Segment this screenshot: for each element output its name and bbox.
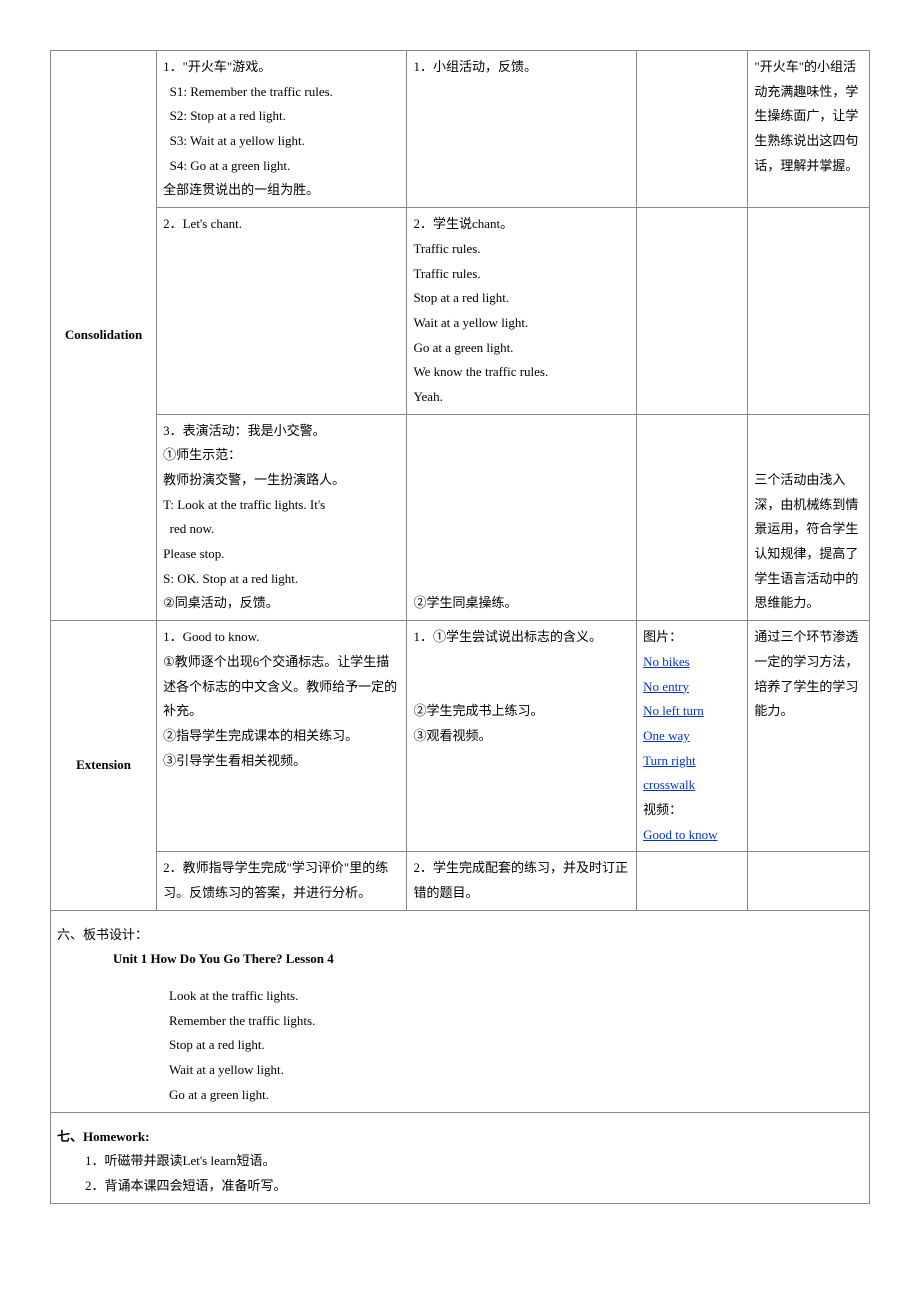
link-crosswalk[interactable]: crosswalk: [643, 777, 695, 792]
material-label: 视频：: [643, 802, 682, 817]
table-row: 2．Let's chant. 2．学生说chant。Traffic rules.…: [51, 208, 870, 415]
cell-material: [637, 414, 748, 621]
cell-note: 通过三个环节渗透一定的学习方法，培养了学生的学习能力。: [748, 621, 870, 852]
cell-teach: 1．Good to know.①教师逐个出现6个交通标志。让学生描述各个标志的中…: [157, 621, 407, 852]
board-line: Wait at a yellow light.: [57, 1058, 863, 1083]
link-no-left-turn[interactable]: No left turn: [643, 703, 704, 718]
cell-note: "开火车"的小组活动充满趣味性，学生操练面广，让学生熟练说出这四句话，理解并掌握…: [748, 51, 870, 208]
link-no-entry[interactable]: No entry: [643, 679, 689, 694]
table-row: 3．表演活动：我是小交警。①师生示范：教师扮演交警，一生扮演路人。T: Look…: [51, 414, 870, 621]
table-row: Consolidation 1．"开火车"游戏。 S1: Remember th…: [51, 51, 870, 208]
material-label: 图片：: [643, 629, 682, 644]
cell-student: 2．学生说chant。Traffic rules.Traffic rules.S…: [407, 208, 637, 415]
board-line: Remember the traffic lights.: [57, 1009, 863, 1034]
table-row: 六、板书设计： Unit 1 How Do You Go There? Less…: [51, 910, 870, 1112]
cell-teach: 2．教师指导学生完成"学习评价"里的练习。反馈练习的答案，并进行分析。: [157, 852, 407, 910]
homework-item: 2．背诵本课四会短语，准备听写。: [57, 1174, 863, 1199]
section7-label: 七、Homework:: [57, 1125, 863, 1150]
section6-title: Unit 1 How Do You Go There? Lesson 4: [57, 947, 863, 972]
link-no-bikes[interactable]: No bikes: [643, 654, 690, 669]
section6-label: 六、板书设计：: [57, 923, 863, 948]
link-turn-right[interactable]: Turn right: [643, 753, 696, 768]
table-row: 七、Homework: 1．听磁带并跟读Let's learn短语。 2．背诵本…: [51, 1112, 870, 1203]
table-row: 2．教师指导学生完成"学习评价"里的练习。反馈练习的答案，并进行分析。 2．学生…: [51, 852, 870, 910]
cell-student: 1．小组活动，反馈。: [407, 51, 637, 208]
cell-material: 图片： No bikes No entry No left turn One w…: [637, 621, 748, 852]
link-good-to-know[interactable]: Good to know: [643, 827, 717, 842]
cell-teach: 3．表演活动：我是小交警。①师生示范：教师扮演交警，一生扮演路人。T: Look…: [157, 414, 407, 621]
cell-material: [637, 51, 748, 208]
cell-teach: 2．Let's chant.: [157, 208, 407, 415]
cell-teach: 1．"开火车"游戏。 S1: Remember the traffic rule…: [157, 51, 407, 208]
board-line: Stop at a red light.: [57, 1033, 863, 1058]
cell-material: [637, 208, 748, 415]
cell-student: ②学生同桌操练。: [407, 414, 637, 621]
cell-note: [748, 208, 870, 415]
cell-note: [748, 852, 870, 910]
homework-item: 1．听磁带并跟读Let's learn短语。: [57, 1149, 863, 1174]
cell-material: [637, 852, 748, 910]
row-header-consolidation: Consolidation: [51, 51, 157, 621]
cell-note: 三个活动由浅入深，由机械练到情景运用，符合学生认知规律，提高了学生语言活动中的思…: [748, 414, 870, 621]
section-homework: 七、Homework: 1．听磁带并跟读Let's learn短语。 2．背诵本…: [51, 1112, 870, 1203]
section-board-design: 六、板书设计： Unit 1 How Do You Go There? Less…: [51, 910, 870, 1112]
row-header-extension: Extension: [51, 621, 157, 911]
cell-student: 2．学生完成配套的练习，并及时订正错的题目。: [407, 852, 637, 910]
board-line: Go at a green light.: [57, 1083, 863, 1108]
board-line: Look at the traffic lights.: [57, 984, 863, 1009]
table-row: Extension 1．Good to know.①教师逐个出现6个交通标志。让…: [51, 621, 870, 852]
cell-student: 1．①学生尝试说出标志的含义。②学生完成书上练习。③观看视频。: [407, 621, 637, 852]
lesson-plan-table: Consolidation 1．"开火车"游戏。 S1: Remember th…: [50, 50, 870, 1204]
link-one-way[interactable]: One way: [643, 728, 690, 743]
